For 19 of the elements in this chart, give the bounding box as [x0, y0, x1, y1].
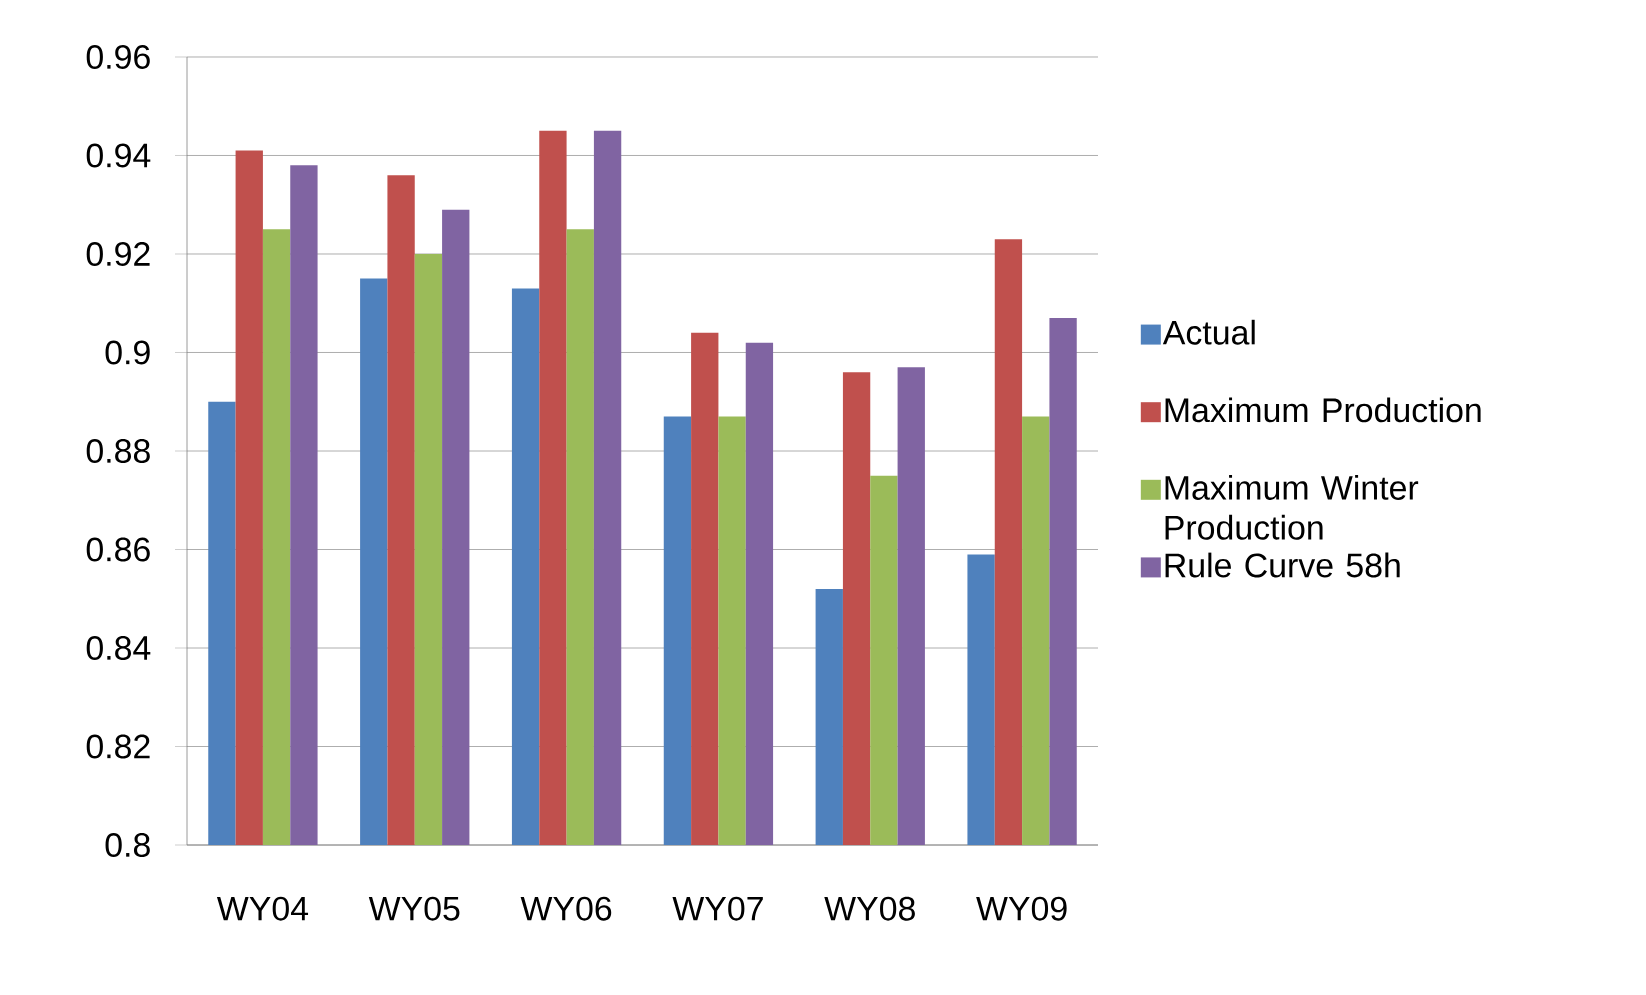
y-tick-label: 0.94: [86, 143, 151, 168]
y-tick-label: 0.84: [86, 636, 151, 660]
x-tick-label: WY09: [976, 896, 1067, 921]
y-tick-label: 0.88: [86, 439, 150, 463]
x-tick-label: WY08: [824, 896, 915, 921]
legend-label: Rule Curve 58h: [1165, 552, 1400, 578]
y-tick-label: 0.82: [86, 734, 150, 759]
x-tick-label: WY04: [216, 896, 309, 921]
y-tick-label: 0.96: [86, 45, 150, 69]
x-tick-label: WY07: [672, 896, 763, 921]
legend-label: Maximum Winter Production: [1165, 475, 1419, 540]
y-tick-label: 0.92: [86, 242, 150, 266]
y-tick-label: 0.9: [105, 340, 150, 365]
legend-label: Actual: [1162, 319, 1255, 345]
x-tick-label: WY06: [520, 896, 612, 921]
legend-label: Maximum Production: [1165, 397, 1481, 423]
y-tick-label: 0.8: [105, 833, 150, 857]
y-tick-label: 0.86: [86, 537, 150, 562]
x-tick-label: WY05: [368, 896, 460, 921]
